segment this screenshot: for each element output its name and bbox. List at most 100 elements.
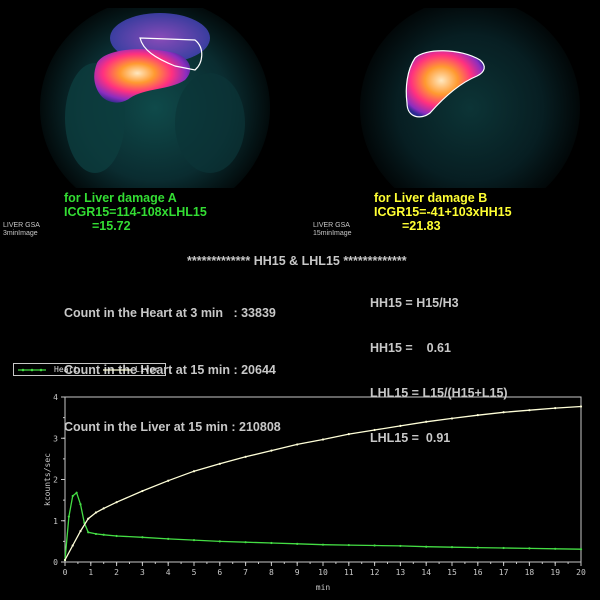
x-tick-label: 17 <box>499 568 509 577</box>
scan-a-caption: LIVER GSA 3minImage <box>3 222 40 238</box>
liver-data-point <box>94 511 98 514</box>
heart-data-point <box>244 541 247 544</box>
heart-data-point <box>554 547 557 550</box>
x-tick-label: 0 <box>63 568 68 577</box>
liver-data-point <box>502 411 505 414</box>
lhl15-value: LHL15 = 0.91 <box>370 431 451 445</box>
heart-data-point <box>476 546 479 549</box>
heart-data-point <box>321 543 325 546</box>
scan-a-caption-line1: LIVER GSA <box>3 222 40 229</box>
y-tick-label: 3 <box>53 434 58 443</box>
heart-data-point <box>192 539 196 542</box>
heart-data-point <box>528 547 531 550</box>
scan-b-caption-line2: 15minImage <box>313 230 352 237</box>
liver-data-point <box>373 428 376 432</box>
x-tick-label: 15 <box>447 568 457 577</box>
heart-data-point <box>218 540 221 543</box>
x-tick-label: 14 <box>421 568 431 577</box>
liver-data-point <box>244 455 247 458</box>
heart-data-point <box>347 543 350 547</box>
liver-data-point <box>141 489 144 493</box>
hh15-definition: HH15 = H15/H3 <box>370 296 459 310</box>
liver-data-point <box>102 507 105 510</box>
heart-data-point <box>399 544 402 548</box>
liver-scan-image-a <box>35 8 275 188</box>
heart-data-point <box>373 544 376 547</box>
liver-data-point <box>579 405 583 408</box>
panel-b-result: =21.83 <box>402 219 441 233</box>
chart-legend: Heart Liver <box>13 363 166 376</box>
x-tick-label: 4 <box>166 568 171 577</box>
heart-data-point <box>141 536 144 539</box>
y-tick-label: 4 <box>53 393 58 402</box>
x-tick-label: 10 <box>318 568 328 577</box>
x-tick-label: 18 <box>525 568 535 577</box>
liver-data-point <box>71 544 74 547</box>
heart-data-point <box>115 534 118 538</box>
heart-data-point <box>167 537 170 540</box>
x-tick-label: 7 <box>243 568 248 577</box>
liver-data-point <box>528 409 531 412</box>
x-tick-label: 2 <box>114 568 119 577</box>
heart-data-point <box>67 515 70 518</box>
liver-data-point <box>115 501 118 504</box>
liver-data-point <box>167 479 170 482</box>
heart-data-point <box>71 494 74 498</box>
time-activity-chart: 0 1 2 3 4 5 6 7 8 9 10 11 12 13 14 15 16 17 18 19 2001234min… <box>43 393 586 592</box>
heart-data-point <box>94 532 98 536</box>
x-tick-label: 9 <box>295 568 300 577</box>
heart-data-point <box>502 546 505 550</box>
heart-data-point <box>425 545 428 548</box>
count-list: Count in the Heart at 3 min : 33839 Coun… <box>64 266 281 456</box>
x-tick-label: 20 <box>576 568 586 577</box>
liver-data-point <box>321 438 325 441</box>
x-tick-label: 13 <box>396 568 406 577</box>
hh15-value: HH15 = 0.61 <box>370 341 451 355</box>
legend-liver-label: Liver <box>135 365 160 374</box>
liver-scan-b-svg <box>355 8 585 188</box>
liver-data-point <box>450 417 454 420</box>
x-tick-label: 6 <box>217 568 222 577</box>
liver-data-point <box>347 433 350 436</box>
legend-heart-swatch <box>18 368 46 372</box>
liver-data-point <box>270 449 273 452</box>
scan-a-caption-line2: 3minImage <box>3 230 38 237</box>
count-liver-15min: Count in the Liver at 15 min : 210808 <box>64 420 281 434</box>
heart-data-point <box>579 548 583 551</box>
y-tick-label: 2 <box>53 476 58 485</box>
heart-data-point <box>79 503 82 506</box>
x-tick-label: 1 <box>88 568 93 577</box>
x-tick-label: 5 <box>192 568 197 577</box>
x-tick-label: 8 <box>269 568 274 577</box>
heart-series-line <box>64 491 582 560</box>
heart-data-point <box>102 533 105 536</box>
panel-b-title: for Liver damage B <box>374 191 488 205</box>
liver-scan-image-b <box>355 8 585 188</box>
panel-b-formula: ICGR15=-41+103xHH15 <box>374 205 512 219</box>
x-tick-label: 12 <box>370 568 380 577</box>
liver-data-point <box>218 462 221 465</box>
heart-data-point <box>270 541 273 545</box>
liver-data-point <box>192 470 196 473</box>
x-tick-label: 3 <box>140 568 145 577</box>
summary-heading: ************* HH15 & LHL15 ************* <box>187 254 407 268</box>
heart-data-point <box>450 546 454 549</box>
panel-a-result: =15.72 <box>92 219 131 233</box>
scan-b-caption-line1: LIVER GSA <box>313 222 350 229</box>
liver-data-point <box>425 420 428 423</box>
liver-data-point <box>79 529 82 533</box>
x-axis-label: min <box>316 583 331 592</box>
liver-data-point <box>476 414 479 417</box>
count-heart-3min: Count in the Heart at 3 min : 33839 <box>64 306 276 320</box>
panel-a-formula: ICGR15=114-108xLHL15 <box>64 205 207 219</box>
liver-data-point <box>87 517 90 520</box>
legend-liver-swatch <box>103 369 131 371</box>
x-tick-label: 11 <box>344 568 354 577</box>
x-tick-label: 19 <box>550 568 560 577</box>
liver-data-point <box>554 407 557 410</box>
panel-a-title: for Liver damage A <box>64 191 177 205</box>
liver-data-point <box>296 443 299 446</box>
y-tick-label: 0 <box>53 558 58 567</box>
y-tick-label: 1 <box>53 517 58 526</box>
liver-data-point <box>399 424 402 427</box>
